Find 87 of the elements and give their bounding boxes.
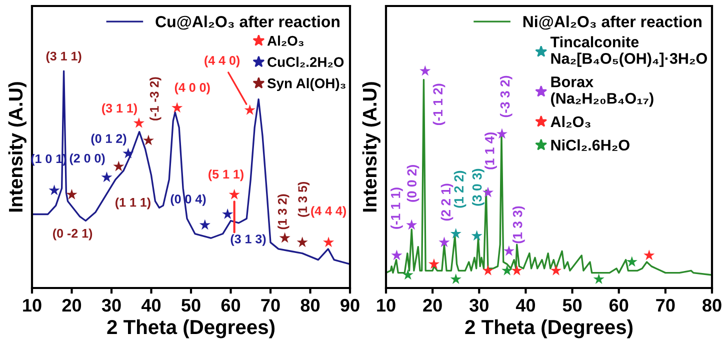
x-tick-label: 80: [702, 298, 722, 312]
annotation: (3 1 1): [46, 51, 82, 64]
point: [428, 258, 440, 269]
annotation: (1 3 2): [278, 194, 290, 230]
annotation: (0 0 4): [170, 194, 206, 206]
annotation: (1 1 4): [484, 132, 497, 170]
point: [511, 264, 522, 276]
annotation: (1 3 3): [512, 206, 525, 244]
annotation: (0 1 2): [91, 134, 126, 146]
annotation: (1 2 2): [454, 170, 466, 208]
annotation: (0 -2 1): [53, 228, 92, 240]
x-tick-label: 60: [609, 298, 628, 312]
annotation: (3 0 3): [472, 168, 484, 206]
point: [228, 188, 240, 200]
annotation: (-3 3 2): [500, 76, 512, 118]
x-tick-label: 50: [182, 298, 200, 312]
point: [199, 219, 210, 230]
annotation: (4 4 4): [311, 206, 346, 218]
x-tick-label: 20: [423, 298, 442, 312]
annotation: (4 0 0): [174, 82, 210, 94]
legend-label: NiCl₂.6H₂O: [551, 139, 630, 151]
annotation: (4 4 0): [204, 56, 240, 68]
point: [66, 188, 78, 200]
point: [406, 219, 418, 230]
point: [113, 160, 124, 172]
point: [450, 228, 462, 238]
point: [593, 274, 604, 284]
point: [48, 184, 60, 196]
legend-label: Ni@Al₂O₃ after reaction: [523, 16, 702, 30]
x-tick-label: 70: [261, 298, 280, 312]
point: [244, 104, 256, 115]
point: [402, 269, 414, 280]
x-tick-label: 20: [62, 298, 82, 312]
x-tick-label: 60: [221, 298, 240, 312]
x-tick-label: 40: [141, 298, 161, 312]
point: [450, 274, 462, 284]
annotation: (-1 1 1): [390, 188, 403, 229]
point: [133, 117, 144, 128]
legend-label: Al₂O₃: [267, 36, 304, 46]
annotation: (5 1 1): [208, 169, 244, 182]
point: [172, 102, 183, 113]
point: [296, 236, 308, 248]
legend-label: Borax (Na₂H₂₀B₄O₁₇): [551, 76, 654, 107]
point: [391, 250, 402, 260]
annotation: (2 0 0): [70, 153, 105, 166]
point: [550, 264, 562, 276]
x-tick-label: 10: [377, 298, 396, 312]
point: [438, 236, 450, 248]
legend-label: Al₂O₃: [550, 116, 590, 128]
point: [420, 65, 431, 76]
legend-label: CuCl₂.2H₂O: [268, 56, 344, 68]
y-axis-title: Intensity (A.U): [362, 82, 380, 212]
annotation: (1 1 1): [116, 198, 150, 210]
point: [502, 264, 513, 276]
x-tick-label: 40: [516, 298, 536, 312]
point: [323, 236, 334, 248]
point: [222, 208, 234, 219]
x-axis-title: 2 Theta (Degrees): [107, 319, 275, 338]
x-tick-label: 30: [470, 298, 488, 312]
x-tick-label: 10: [23, 298, 42, 312]
x-tick-label: 90: [340, 298, 360, 312]
annotation: (0 0 2): [406, 165, 420, 202]
x-tick-label: 50: [562, 298, 582, 312]
y-axis-title: Intensity (A.U): [8, 82, 26, 212]
x-tick-label: 80: [300, 298, 320, 312]
legend-label: Tincalconite Na₂[B₄O₅(OH)₄]·3H₂O: [550, 36, 707, 67]
point: [644, 250, 655, 260]
point: [496, 128, 508, 139]
annotation: (3 1 1): [102, 103, 137, 116]
point: [626, 256, 638, 267]
point: [122, 148, 134, 158]
x-tick-label: 70: [656, 298, 675, 312]
point: [101, 172, 112, 182]
annotation: (-1 1 2): [432, 84, 446, 126]
annotation: (3 1 3): [230, 234, 266, 246]
annotation: (2 2 1): [440, 184, 454, 221]
legend-label: Syn Al(OH)₃: [267, 78, 346, 92]
x-tick-label: 30: [102, 298, 121, 312]
legend-label: Cu@Al₂O₃ after reaction: [156, 16, 340, 30]
point: [471, 230, 482, 241]
point: [503, 245, 514, 256]
point: [482, 264, 494, 276]
point: [279, 232, 290, 243]
point: [142, 134, 154, 146]
x-axis-title: 2 Theta (Degrees): [465, 319, 633, 338]
annotation: (-1 -3 2): [150, 77, 162, 120]
annotation: (1 3 5): [298, 182, 310, 217]
